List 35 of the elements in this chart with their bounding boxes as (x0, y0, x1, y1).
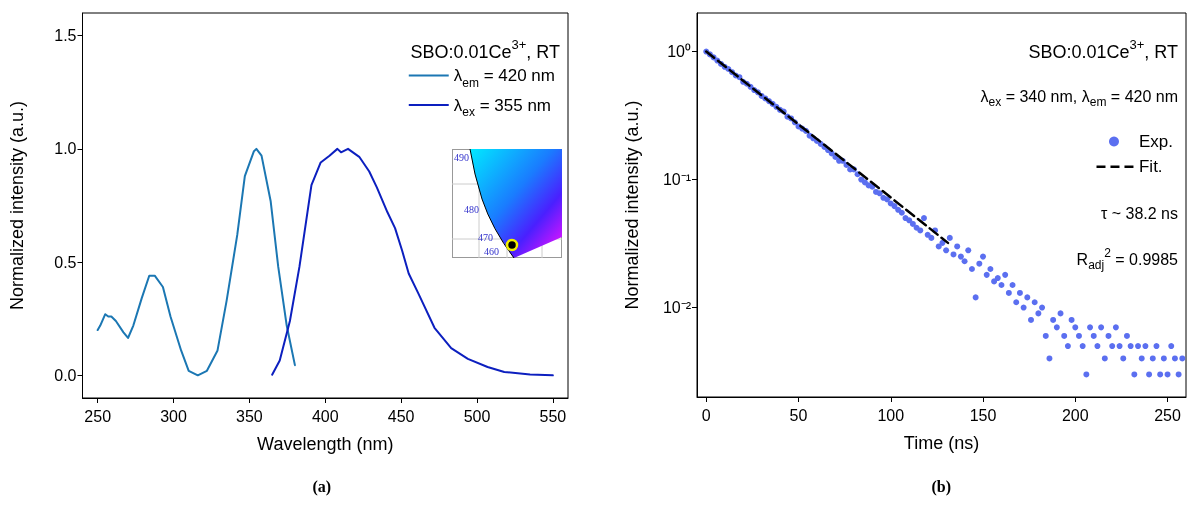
y-tick-label: 10⁻² (662, 299, 692, 317)
legend-label: Exp. (1138, 132, 1174, 151)
x-tick-label: 0 (701, 406, 711, 424)
annotation: 480 (464, 204, 479, 215)
legend-label: Fit. (1138, 157, 1163, 176)
x-tick-label: 50 (789, 406, 808, 424)
x-tick-label: 100 (877, 406, 905, 424)
x-tick-label: 400 (311, 407, 339, 425)
x-tick-label: 300 (160, 407, 187, 425)
y-tick-label: 0.5 (54, 253, 77, 271)
annotation: τ ~ 38.2 ns (1100, 204, 1179, 222)
y-axis-title: Normalized intensity (a.u.) (621, 100, 642, 310)
x-tick-label: 250 (84, 407, 112, 425)
y-tick-label: 10⁻¹ (662, 171, 691, 189)
x-tick-label: 500 (463, 407, 491, 425)
annotation: 490 (454, 152, 469, 163)
x-tick-label: 350 (236, 407, 263, 425)
line-series (96, 147, 296, 377)
annotation: 460 (484, 246, 499, 257)
x-tick-label: 200 (1061, 406, 1089, 424)
line-series (271, 147, 554, 377)
x-tick-label: 150 (969, 406, 997, 424)
text: (b) (931, 477, 952, 496)
x-tick-label: 450 (387, 407, 415, 425)
x-axis-title: Wavelength (nm) (257, 433, 394, 454)
annotation: 470 (478, 232, 493, 243)
y-tick-label: 1.0 (54, 140, 77, 158)
x-tick-label: 250 (1154, 406, 1181, 424)
y-tick-label: 0.0 (54, 366, 77, 384)
x-tick-label: 550 (539, 407, 567, 425)
y-axis-title: Normalized intensity (a.u.) (7, 100, 27, 311)
y-tick-label: 1.5 (54, 27, 77, 45)
y-tick-label: 10⁰ (667, 43, 691, 61)
x-axis-title: Time (ns) (903, 432, 980, 453)
text: (a) (312, 477, 332, 496)
